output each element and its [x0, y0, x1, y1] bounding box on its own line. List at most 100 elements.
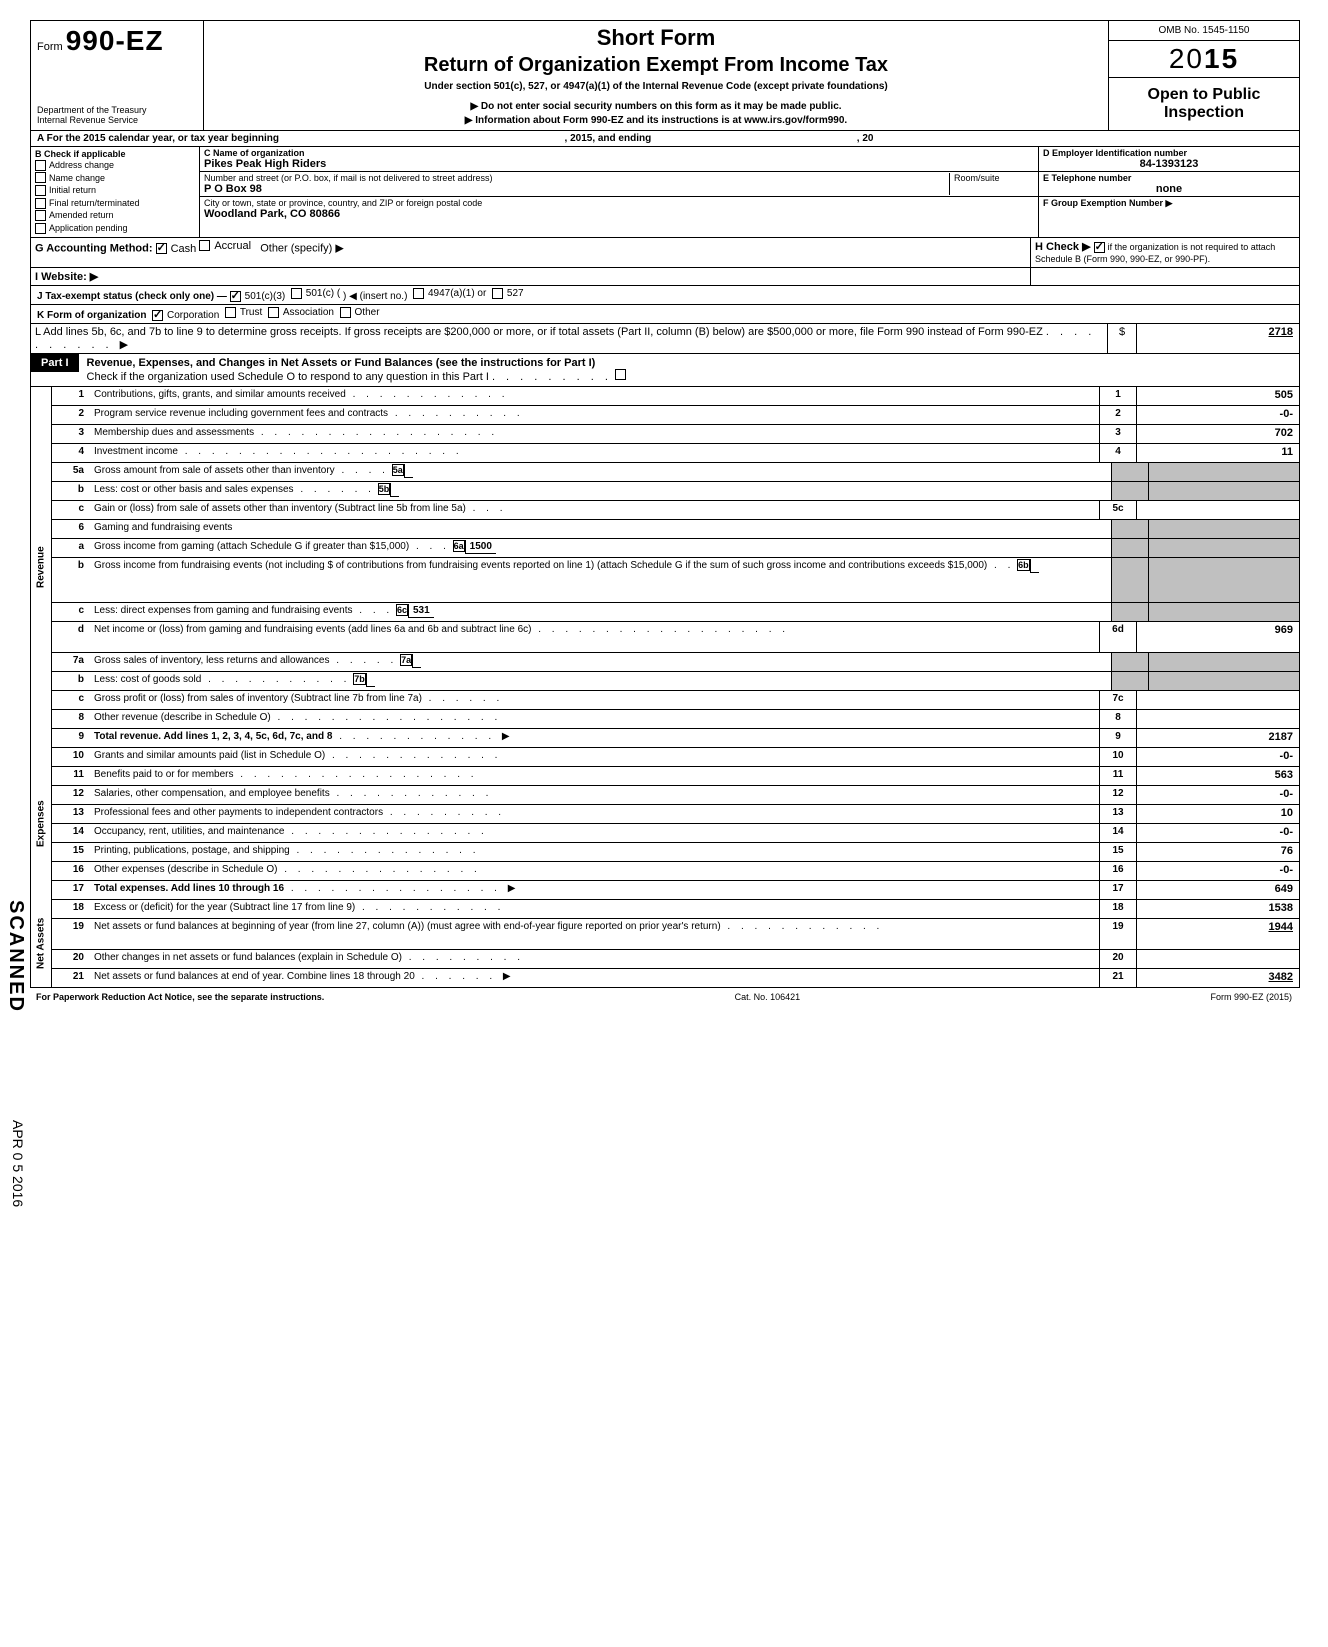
- dept-line2: Internal Revenue Service: [37, 116, 197, 126]
- form-header: Form 990-EZ Department of the Treasury I…: [31, 21, 1299, 131]
- ln12-text: Salaries, other compensation, and employ…: [90, 786, 1099, 804]
- line-i-row: I Website: ▶: [31, 268, 1299, 286]
- org-address: P O Box 98: [204, 182, 262, 195]
- cb-assoc[interactable]: Association: [268, 307, 334, 318]
- ein-value: 84-1393123: [1043, 158, 1295, 170]
- ln9-num: 9: [52, 729, 90, 747]
- ln14-num: 14: [52, 824, 90, 842]
- ln11-box: 11: [1099, 767, 1136, 785]
- ln6a-num: a: [52, 539, 90, 557]
- short-form-label: Short Form: [214, 25, 1098, 51]
- ln14-box: 14: [1099, 824, 1136, 842]
- ln13-amt: 10: [1136, 805, 1299, 823]
- ln8-amt: [1136, 710, 1299, 728]
- cb-501c[interactable]: 501(c) (: [291, 288, 340, 299]
- ln7c-amt: [1136, 691, 1299, 709]
- ln6c-num: c: [52, 603, 90, 621]
- ln6b-num: b: [52, 558, 90, 602]
- ln6-num: 6: [52, 520, 90, 538]
- cb-accrual[interactable]: Accrual: [199, 240, 251, 252]
- cb-schedule-b[interactable]: [1094, 242, 1105, 253]
- ln7c-num: c: [52, 691, 90, 709]
- ln5c-num: c: [52, 501, 90, 519]
- ln3-text: Membership dues and assessments . . . . …: [90, 425, 1099, 443]
- ln4-box: 4: [1099, 444, 1136, 462]
- return-title: Return of Organization Exempt From Incom…: [214, 54, 1098, 77]
- ln9-amt: 2187: [1136, 729, 1299, 747]
- ln13-num: 13: [52, 805, 90, 823]
- ln8-box: 8: [1099, 710, 1136, 728]
- j-label: J Tax-exempt status (check only one) —: [37, 291, 227, 302]
- cb-initial[interactable]: Initial return: [35, 184, 195, 197]
- k-label: K Form of organization: [37, 310, 146, 321]
- ln18-box: 18: [1099, 900, 1136, 918]
- scanned-stamp: SCANNED: [4, 900, 27, 1013]
- part1-check-line: Check if the organization used Schedule …: [87, 371, 489, 383]
- l-amount: 2718: [1137, 324, 1299, 353]
- cb-amended[interactable]: Amended return: [35, 209, 195, 222]
- tax-year: 2015: [1109, 41, 1299, 78]
- cb-corp[interactable]: Corporation: [152, 310, 219, 321]
- ln12-box: 12: [1099, 786, 1136, 804]
- part1-title: Revenue, Expenses, and Changes in Net As…: [87, 357, 596, 369]
- ln5b-num: b: [52, 482, 90, 500]
- ln11-amt: 563: [1136, 767, 1299, 785]
- net-assets-sidebar: Net Assets: [31, 900, 52, 987]
- line-l: L Add lines 5b, 6c, and 7b to line 9 to …: [31, 324, 1299, 354]
- cb-final[interactable]: Final return/terminated: [35, 197, 195, 210]
- ln19-text: Net assets or fund balances at beginning…: [90, 919, 1099, 949]
- section-b: B Check if applicable Address change Nam…: [31, 147, 200, 237]
- ln7b-num: b: [52, 672, 90, 690]
- cb-cash[interactable]: Cash: [156, 243, 197, 255]
- l-text: L Add lines 5b, 6c, and 7b to line 9 to …: [35, 326, 1043, 338]
- ln16-amt: -0-: [1136, 862, 1299, 880]
- ln18-num: 18: [52, 900, 90, 918]
- ln12-num: 12: [52, 786, 90, 804]
- cb-address[interactable]: Address change: [35, 159, 195, 172]
- ln13-box: 13: [1099, 805, 1136, 823]
- ln21-num: 21: [52, 969, 90, 987]
- cb-pending[interactable]: Application pending: [35, 222, 195, 235]
- ln4-num: 4: [52, 444, 90, 462]
- section-def: D Employer Identification number 84-1393…: [1038, 147, 1299, 237]
- line-k: K Form of organization Corporation Trust…: [31, 305, 1299, 324]
- ln16-text: Other expenses (describe in Schedule O) …: [90, 862, 1099, 880]
- ln5a-text: Gross amount from sale of assets other t…: [90, 463, 1111, 481]
- cb-527[interactable]: 527: [492, 288, 524, 299]
- cb-schedule-o[interactable]: [615, 369, 626, 380]
- ln3-amt: 702: [1136, 425, 1299, 443]
- cb-4947[interactable]: 4947(a)(1) or: [413, 288, 486, 299]
- ln20-text: Other changes in net assets or fund bala…: [90, 950, 1099, 968]
- ln6-text: Gaming and fundraising events: [90, 520, 1111, 538]
- cb-other[interactable]: Other: [340, 307, 380, 318]
- note-ssn: ▶ Do not enter social security numbers o…: [214, 101, 1098, 112]
- cb-address-label: Address change: [49, 159, 114, 172]
- open-to-public: Open to Public Inspection: [1109, 78, 1299, 130]
- ln6d-text: Net income or (loss) from gaming and fun…: [90, 622, 1099, 652]
- 501c-label: 501(c) (: [306, 288, 340, 299]
- ln19-amt: 1944: [1136, 919, 1299, 949]
- year-suffix: 15: [1204, 43, 1239, 74]
- section-b-heading: B Check if applicable: [35, 149, 195, 159]
- line-a-end: , 20: [857, 133, 874, 144]
- line-a-label: A For the 2015 calendar year, or tax yea…: [37, 133, 279, 144]
- ln15-box: 15: [1099, 843, 1136, 861]
- e-label: E Telephone number: [1043, 173, 1131, 183]
- cb-name[interactable]: Name change: [35, 172, 195, 185]
- expenses-sidebar: Expenses: [31, 748, 52, 900]
- line-j: J Tax-exempt status (check only one) — 5…: [31, 286, 1299, 305]
- ln9-box: 9: [1099, 729, 1136, 747]
- ln6d-num: d: [52, 622, 90, 652]
- ln1-amt: 505: [1136, 387, 1299, 405]
- ln18-amt: 1538: [1136, 900, 1299, 918]
- form-990ez: Form 990-EZ Department of the Treasury I…: [30, 20, 1300, 988]
- ln5c-text: Gain or (loss) from sale of assets other…: [90, 501, 1099, 519]
- line-a: A For the 2015 calendar year, or tax yea…: [31, 131, 1299, 146]
- cb-501c3[interactable]: 501(c)(3): [230, 291, 286, 302]
- ln17-amt: 649: [1136, 881, 1299, 899]
- line-a-row: A For the 2015 calendar year, or tax yea…: [31, 131, 1299, 147]
- ln11-text: Benefits paid to or for members . . . . …: [90, 767, 1099, 785]
- trust-label: Trust: [240, 307, 262, 318]
- ln1-num: 1: [52, 387, 90, 405]
- cb-trust[interactable]: Trust: [225, 307, 262, 318]
